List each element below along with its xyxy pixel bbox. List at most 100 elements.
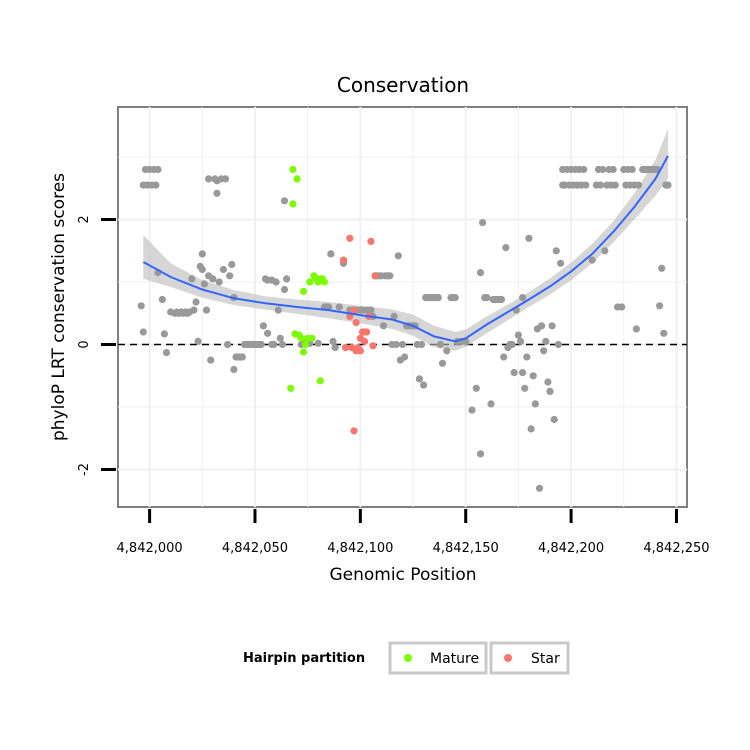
point-other (611, 181, 619, 189)
y-axis: -2 0 2 (77, 215, 116, 476)
legend-label-star: Star (531, 651, 560, 667)
point-other (192, 298, 200, 306)
point-other (609, 165, 617, 174)
point-other (325, 303, 333, 311)
point-mature (308, 334, 316, 342)
point-mature (316, 377, 324, 385)
point-other (519, 294, 527, 302)
point-star (339, 256, 348, 264)
point-mature (299, 287, 308, 295)
point-other (443, 347, 451, 355)
point-other (476, 450, 485, 458)
point-star (371, 272, 379, 280)
point-other (519, 369, 527, 377)
point-star (350, 427, 358, 435)
point-other (221, 175, 230, 183)
point-other (327, 250, 335, 258)
point-other (542, 337, 550, 345)
point-other (599, 165, 607, 174)
point-other (283, 275, 291, 283)
y-tick-label: -2 (77, 463, 92, 476)
point-other (554, 340, 563, 349)
point-star (342, 344, 350, 352)
x-tick-label: 4,842,200 (538, 541, 604, 556)
point-other (525, 234, 533, 242)
point-other (314, 339, 322, 347)
point-other (438, 359, 447, 367)
y-tick-label: 0 (77, 340, 92, 348)
point-other (487, 400, 495, 408)
point-other (497, 295, 506, 304)
point-mature (289, 200, 297, 208)
point-other (139, 328, 147, 336)
point-other (582, 181, 590, 189)
point-other (367, 306, 375, 314)
point-other (194, 337, 202, 345)
point-other (548, 322, 556, 330)
legend-key-star (489, 641, 570, 675)
legend: Hairpin partition Mature Star (243, 641, 570, 675)
legend-swatch-star (504, 654, 512, 662)
point-other (479, 219, 487, 227)
point-mature (306, 278, 314, 286)
point-other (531, 400, 539, 408)
point-other (472, 384, 480, 392)
point-other (198, 265, 206, 274)
point-other (527, 425, 535, 433)
point-other (158, 295, 166, 304)
x-tick-label: 4,842,000 (117, 541, 183, 556)
point-other (213, 189, 221, 197)
point-mature (299, 348, 308, 356)
point-other (160, 330, 168, 338)
point-other (664, 181, 672, 189)
point-other (516, 337, 525, 345)
point-star (369, 342, 377, 350)
point-other (415, 375, 423, 383)
point-other (535, 484, 544, 492)
point-other (200, 280, 208, 288)
point-star (363, 328, 371, 336)
point-other (632, 325, 641, 333)
point-other (394, 252, 402, 260)
x-tick-label: 4,842,100 (327, 541, 393, 556)
point-other (154, 165, 162, 174)
point-other (230, 365, 238, 374)
point-other (417, 340, 426, 349)
point-other (552, 247, 560, 255)
point-other (224, 340, 232, 349)
point-other (278, 340, 286, 349)
point-other (510, 369, 518, 377)
point-other (152, 181, 160, 189)
point-star (356, 347, 364, 355)
point-other (386, 272, 394, 280)
point-star (352, 319, 360, 327)
point-other (550, 415, 558, 424)
point-other (436, 340, 444, 349)
legend-key-mature (388, 641, 488, 675)
point-star (350, 306, 358, 314)
smooth-line (142, 155, 669, 343)
point-mature (293, 175, 301, 183)
point-other (597, 181, 605, 189)
point-other (274, 306, 282, 314)
point-other (500, 353, 508, 361)
point-other (276, 334, 284, 342)
point-other (398, 340, 407, 349)
y-tick-label: 2 (77, 215, 92, 223)
x-tick-label: 4,842,150 (433, 541, 499, 556)
chart-title: Conservation (337, 73, 469, 97)
point-mature (297, 334, 305, 342)
point-other (628, 165, 636, 174)
point-other (514, 331, 523, 339)
point-other (451, 294, 459, 302)
point-other (544, 378, 552, 386)
point-mature (289, 165, 297, 174)
point-other (198, 250, 206, 258)
point-other (634, 181, 643, 189)
point-mature (302, 340, 310, 349)
legend-label-mature: Mature (430, 651, 479, 667)
point-other (538, 322, 546, 330)
point-other (588, 256, 596, 264)
point-star (367, 237, 375, 245)
